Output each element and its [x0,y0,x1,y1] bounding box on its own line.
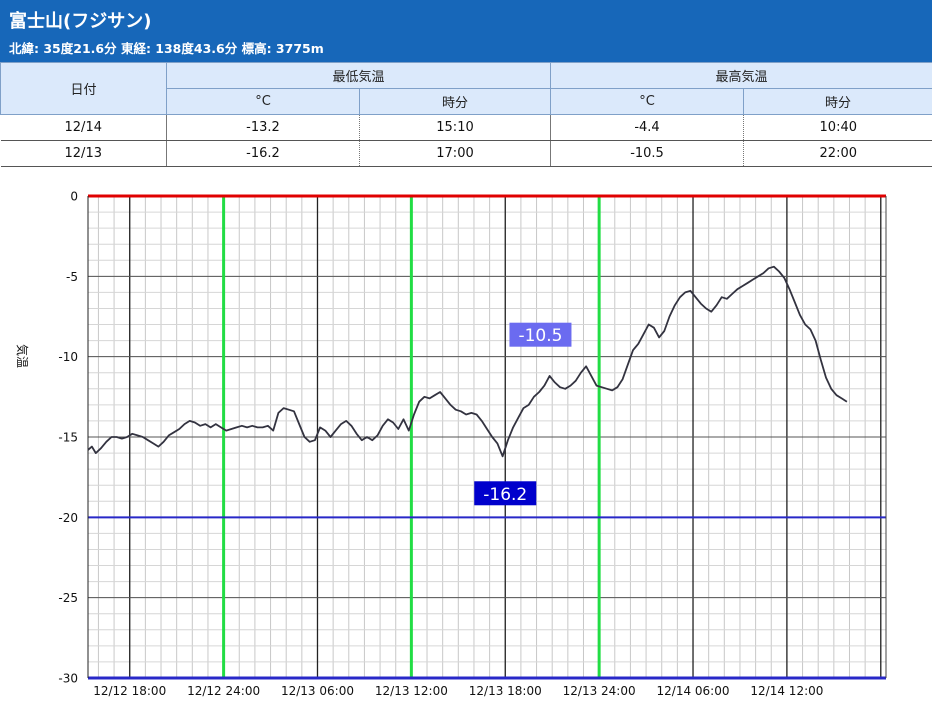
x-tick-label: 12/13 24:00 [563,684,636,698]
min-time-header: 時分 [358,88,552,115]
y-tick-label: -20 [58,511,78,525]
row-min-temp: -16.2 [166,140,360,167]
annotation-box [474,481,537,506]
station-name: 富士山(フジサン) [9,11,152,32]
temperature-series-line [87,265,848,458]
min-temp-header: 最低気温 [165,62,552,89]
x-tick-label: 12/12 24:00 [187,684,260,698]
table-row: 12/14 -13.2 15:10 -4.4 10:40 [0,114,932,141]
max-time-header: 時分 [743,88,932,115]
y-axis-label: 気温 [15,344,30,368]
date-column-header: 日付 [0,62,167,115]
station-location: 北緯: 35度21.6分 東経: 138度43.6分 標高: 3775m [9,41,324,56]
x-tick-label: 12/14 12:00 [750,684,823,698]
max-celsius-header: °C [550,88,745,115]
row-max-time: 10:40 [743,114,932,141]
station-header: 富士山(フジサン) 北緯: 35度21.6分 東経: 138度43.6分 標高:… [0,0,932,62]
temperature-chart-area: -10.5 -16.2 0 -5 -10 -15 -20 -25 -30 12/12 18:00… [0,170,932,724]
y-tick-label: -10 [58,350,78,364]
annotation-label: -10.5 [518,326,562,346]
row-max-temp: -10.5 [550,140,745,167]
row-max-time: 22:00 [743,140,932,167]
x-tick-label: 12/12 18:00 [93,684,166,698]
max-temp-header: 最高気温 [550,62,932,89]
row-date: 12/14 [0,114,167,141]
annotation-box [509,322,572,347]
row-min-temp: -13.2 [166,114,360,141]
row-min-time: 17:00 [359,140,552,167]
x-tick-label: 12/13 18:00 [469,684,542,698]
x-tick-label: 12/13 06:00 [281,684,354,698]
row-max-temp: -4.4 [550,114,745,141]
row-min-time: 15:10 [359,114,552,141]
y-tick-label: -30 [58,672,78,686]
x-tick-label: 12/13 12:00 [375,684,448,698]
row-date: 12/13 [0,140,167,167]
temperature-summary-table: 日付 最低気温 最高気温 °C 時分 °C 時分 12/14 -13.2 15:… [0,62,932,167]
table-row: 12/13 -16.2 17:00 -10.5 22:00 [0,140,932,167]
min-celsius-header: °C [166,88,360,115]
annotation-label: -16.2 [483,485,527,505]
y-tick-label: -25 [58,591,78,605]
y-tick-label: 0 [70,190,78,204]
x-tick-label: 12/14 06:00 [657,684,730,698]
temperature-chart: -10.5 -16.2 0 -5 -10 -15 -20 -25 -30 12/12 18:00… [15,190,887,698]
y-tick-label: -15 [58,431,78,445]
y-tick-label: -5 [66,270,78,284]
